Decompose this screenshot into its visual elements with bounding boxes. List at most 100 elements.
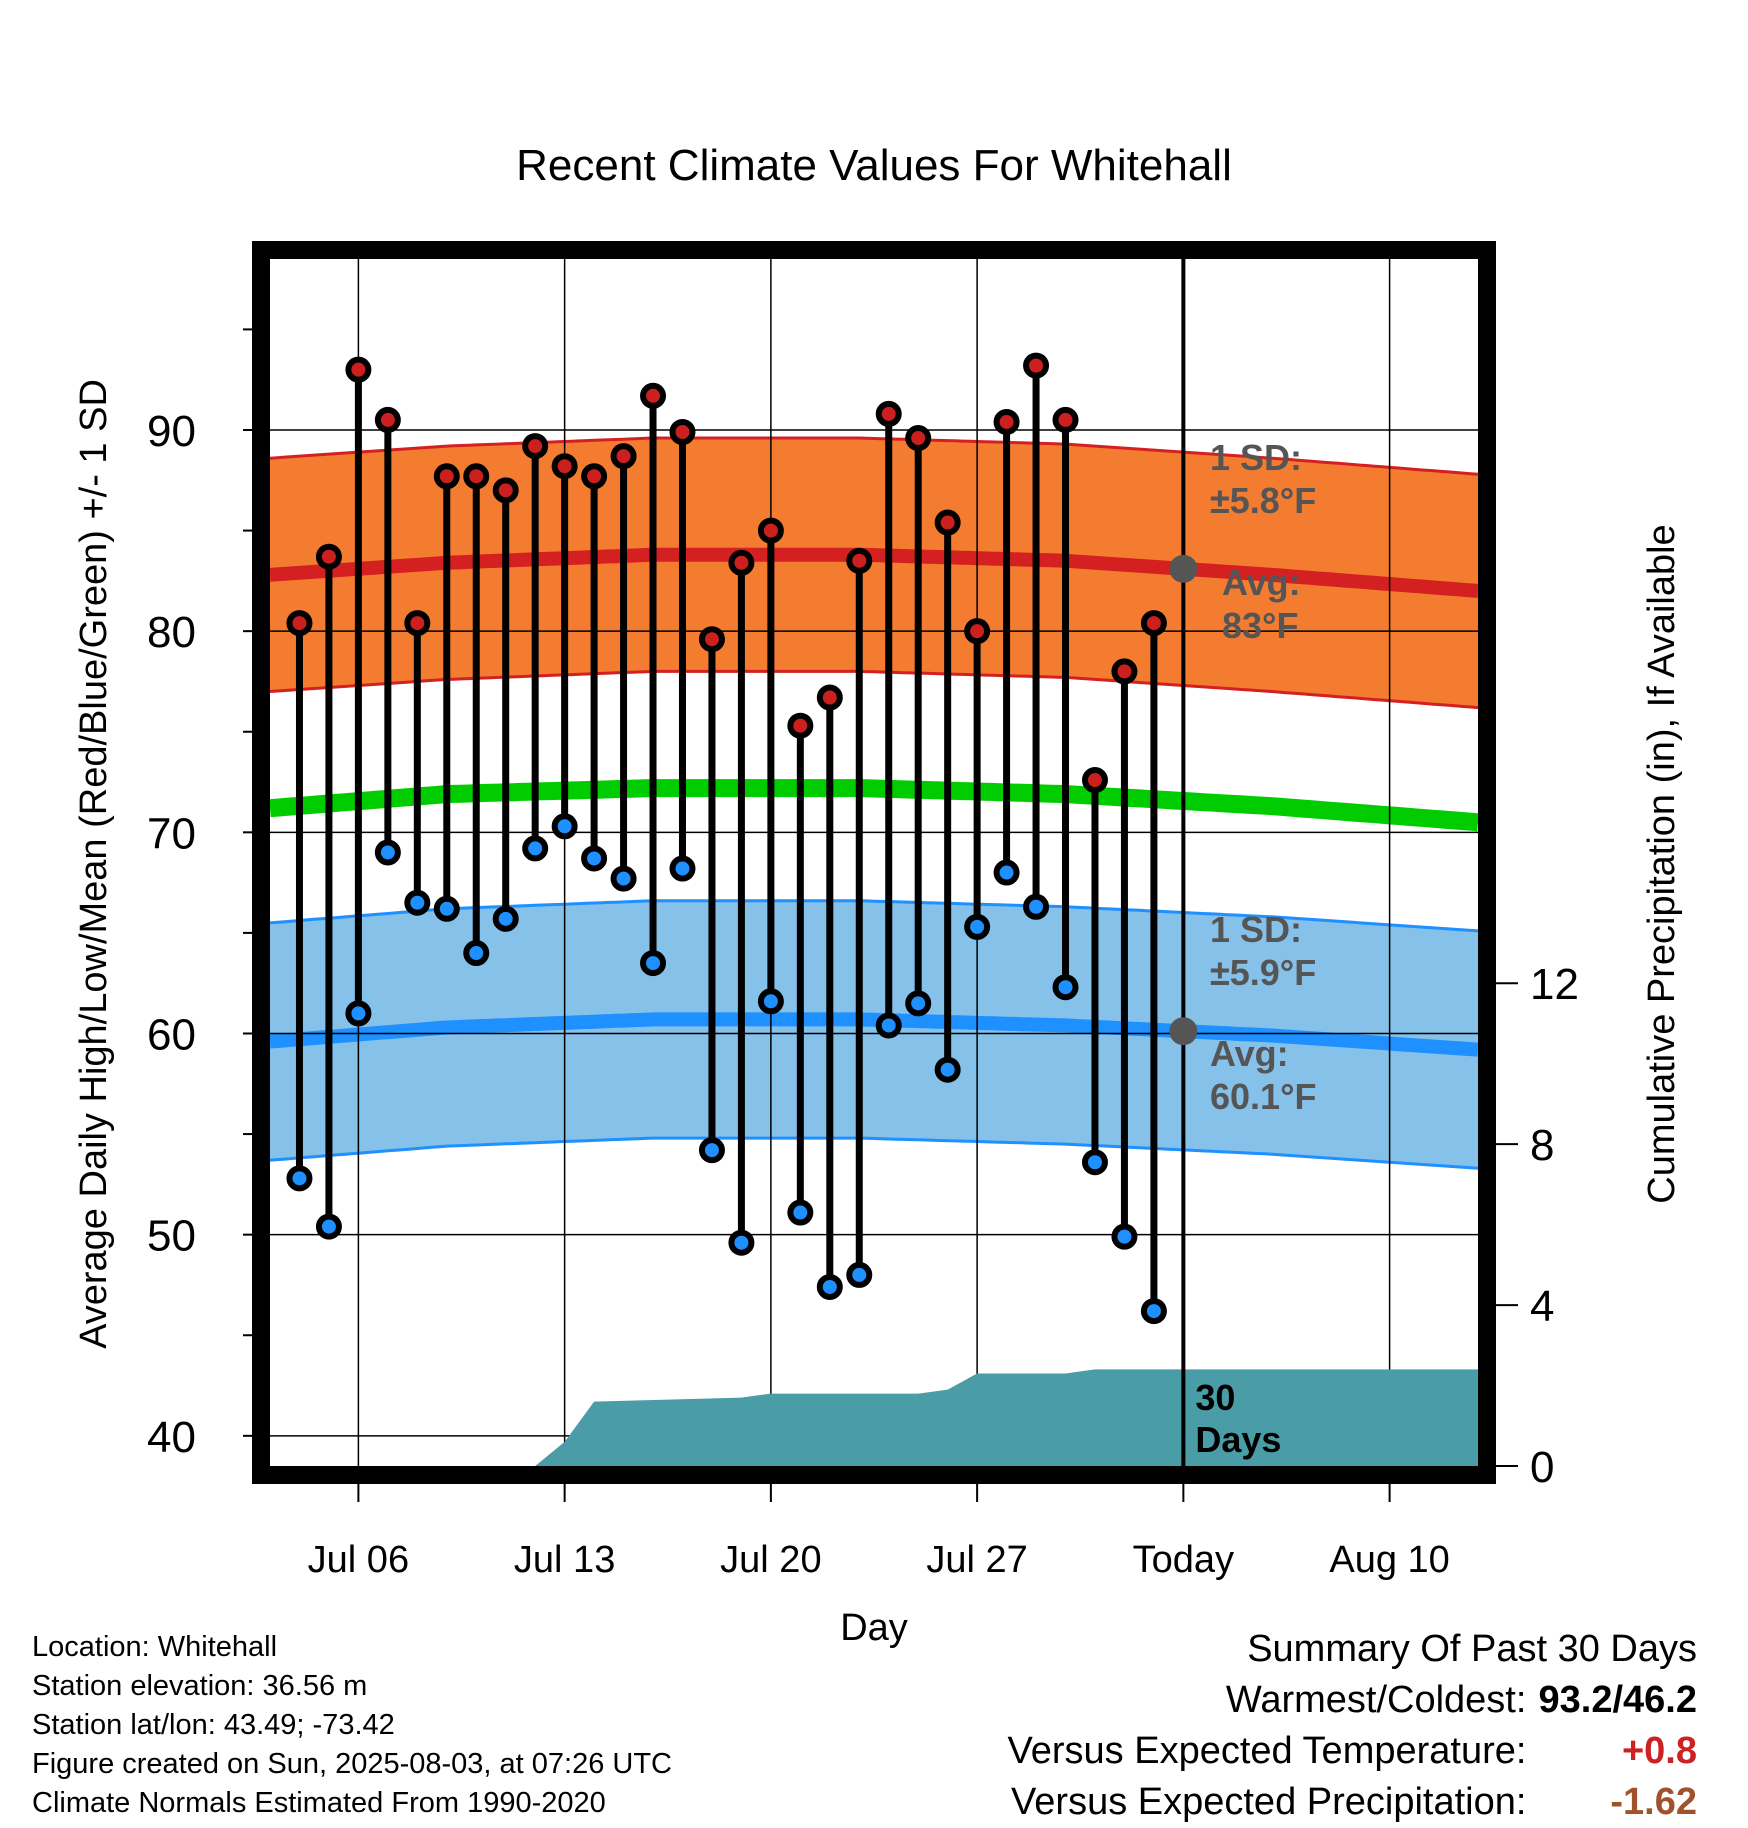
y-tick-label: 80	[147, 608, 196, 657]
precip-area	[270, 1369, 1478, 1466]
location-text: Location: Whitehall	[32, 1631, 278, 1663]
today-line: 30 Days	[1181, 259, 1281, 1466]
chart-title: Recent Climate Values For Whitehall	[516, 141, 1232, 190]
low-avg-annotation-line: 60.1°F	[1210, 1076, 1316, 1117]
high-temp-point	[757, 517, 784, 544]
x-tick-label: Aug 10	[1329, 1539, 1449, 1581]
low-temp-point	[315, 1213, 342, 1240]
high-temp-point	[640, 382, 667, 409]
high-temp-point	[816, 684, 843, 711]
low-avg-annotation-line: Avg:	[1210, 1033, 1289, 1074]
temp-row: Versus Expected Temperature: +0.8	[1008, 1726, 1697, 1777]
today-days-label: 30 Days	[1195, 1377, 1281, 1460]
elevation-text: Station elevation: 36.56 m	[32, 1670, 368, 1702]
high-sd-band	[270, 438, 1478, 708]
low-temp-point	[669, 855, 696, 882]
y2-axis-label: Cumulative Precipitation (in), If Availa…	[1641, 524, 1683, 1203]
precipitation-area	[270, 1369, 1478, 1466]
normals-text: Climate Normals Estimated From 1990-2020	[32, 1787, 606, 1819]
high-temp-point	[404, 610, 431, 637]
high-sd-annotation-line: ±5.8°F	[1210, 480, 1316, 521]
x-tick-label: Today	[1133, 1539, 1234, 1581]
low-avg-marker	[1169, 1017, 1198, 1046]
high-temp-point	[610, 443, 637, 470]
low-sd-annotation-line: 1 SD:	[1210, 909, 1302, 950]
high-temp-point	[905, 425, 932, 452]
y2-axis-ticks: 0 4 8 12	[1496, 960, 1579, 1492]
low-temp-point	[551, 813, 578, 840]
low-temp-point	[875, 1012, 902, 1039]
low-temp-point	[1111, 1223, 1138, 1250]
high-temp-point	[993, 408, 1020, 435]
high-avg-marker	[1169, 554, 1198, 583]
high-temp-point	[1052, 406, 1079, 433]
x-tick-label: Jul 13	[514, 1539, 615, 1581]
high-temp-point	[669, 419, 696, 446]
low-sd-band	[270, 900, 1478, 1169]
high-temp-point	[698, 626, 725, 653]
low-temp-point	[1140, 1298, 1167, 1325]
high-temp-point	[463, 463, 490, 490]
high-temp-point	[433, 463, 460, 490]
low-temp-point	[1052, 974, 1079, 1001]
warm-cold-value: 93.2/46.2	[1538, 1679, 1697, 1721]
low-temp-point	[698, 1137, 725, 1164]
normal-bands	[269, 436, 1479, 1170]
y2-tick-label: 8	[1530, 1121, 1554, 1170]
y-tick-label: 50	[147, 1212, 196, 1261]
high-temp-point	[964, 618, 991, 645]
today-days-label-line: Days	[1195, 1419, 1281, 1460]
low-avg-annotation: Avg: 60.1°F	[1210, 1033, 1316, 1117]
temp-label: Versus Expected Temperature:	[1007, 1730, 1527, 1772]
y-axis-ticks: 40 50 60 70 80 90	[147, 328, 252, 1462]
low-temp-point	[492, 905, 519, 932]
high-temp-point	[846, 547, 873, 574]
high-sd-annotation: 1 SD: ±5.8°F	[1210, 437, 1316, 521]
high-temp-point	[1140, 610, 1167, 637]
y-tick-label: 90	[147, 407, 196, 456]
warm-cold-row: Warmest/Coldest: 93.2/46.2	[1008, 1675, 1697, 1726]
high-avg-annotation-line: Avg:	[1222, 562, 1301, 603]
high-temp-point	[581, 463, 608, 490]
low-temp-point	[905, 990, 932, 1017]
low-temp-point	[816, 1273, 843, 1300]
y-tick-label: 40	[147, 1413, 196, 1462]
low-sd-lower-edge	[269, 1136, 1479, 1170]
high-temp-point	[492, 477, 519, 504]
low-temp-point	[581, 845, 608, 872]
high-avg-annotation: Avg: 83°F	[1222, 562, 1301, 646]
high-temp-point	[1081, 767, 1108, 794]
y-tick-label: 70	[147, 809, 196, 858]
daily-points	[286, 352, 1167, 1325]
today-days-label-line: 30	[1195, 1377, 1235, 1418]
low-temp-point	[522, 835, 549, 862]
high-temp-point	[787, 712, 814, 739]
high-sd-lower-edge	[269, 669, 1479, 710]
low-temp-point	[463, 940, 490, 967]
station-info: Location: Whitehall Station elevation: 3…	[32, 1628, 672, 1823]
high-temp-point	[374, 406, 401, 433]
low-average-line	[269, 1012, 1479, 1057]
high-sd-upper-edge	[269, 436, 1479, 476]
y2-tick-label: 12	[1530, 960, 1579, 1009]
low-temp-point	[345, 1000, 372, 1027]
low-temp-point	[404, 889, 431, 916]
precip-label: Versus Expected Precipitation:	[1011, 1781, 1527, 1823]
low-temp-point	[787, 1199, 814, 1226]
high-temp-point	[875, 400, 902, 427]
y-tick-label: 60	[147, 1010, 196, 1059]
low-temp-point	[1023, 893, 1050, 920]
high-sd-annotation-line: 1 SD:	[1210, 437, 1302, 478]
high-temp-point	[1111, 658, 1138, 685]
y2-tick-label: 4	[1530, 1282, 1554, 1331]
low-temp-point	[964, 913, 991, 940]
summary-panel: Summary Of Past 30 Days Warmest/Coldest:…	[1008, 1624, 1697, 1828]
latlon-text: Station lat/lon: 43.49; -73.42	[32, 1709, 395, 1741]
high-average-line	[269, 547, 1479, 598]
high-temp-point	[551, 453, 578, 480]
low-temp-point	[610, 865, 637, 892]
x-axis-ticks: Jul 06 Jul 13 Jul 20 Jul 27 Today Aug 10	[308, 1484, 1450, 1581]
low-temp-point	[433, 895, 460, 922]
